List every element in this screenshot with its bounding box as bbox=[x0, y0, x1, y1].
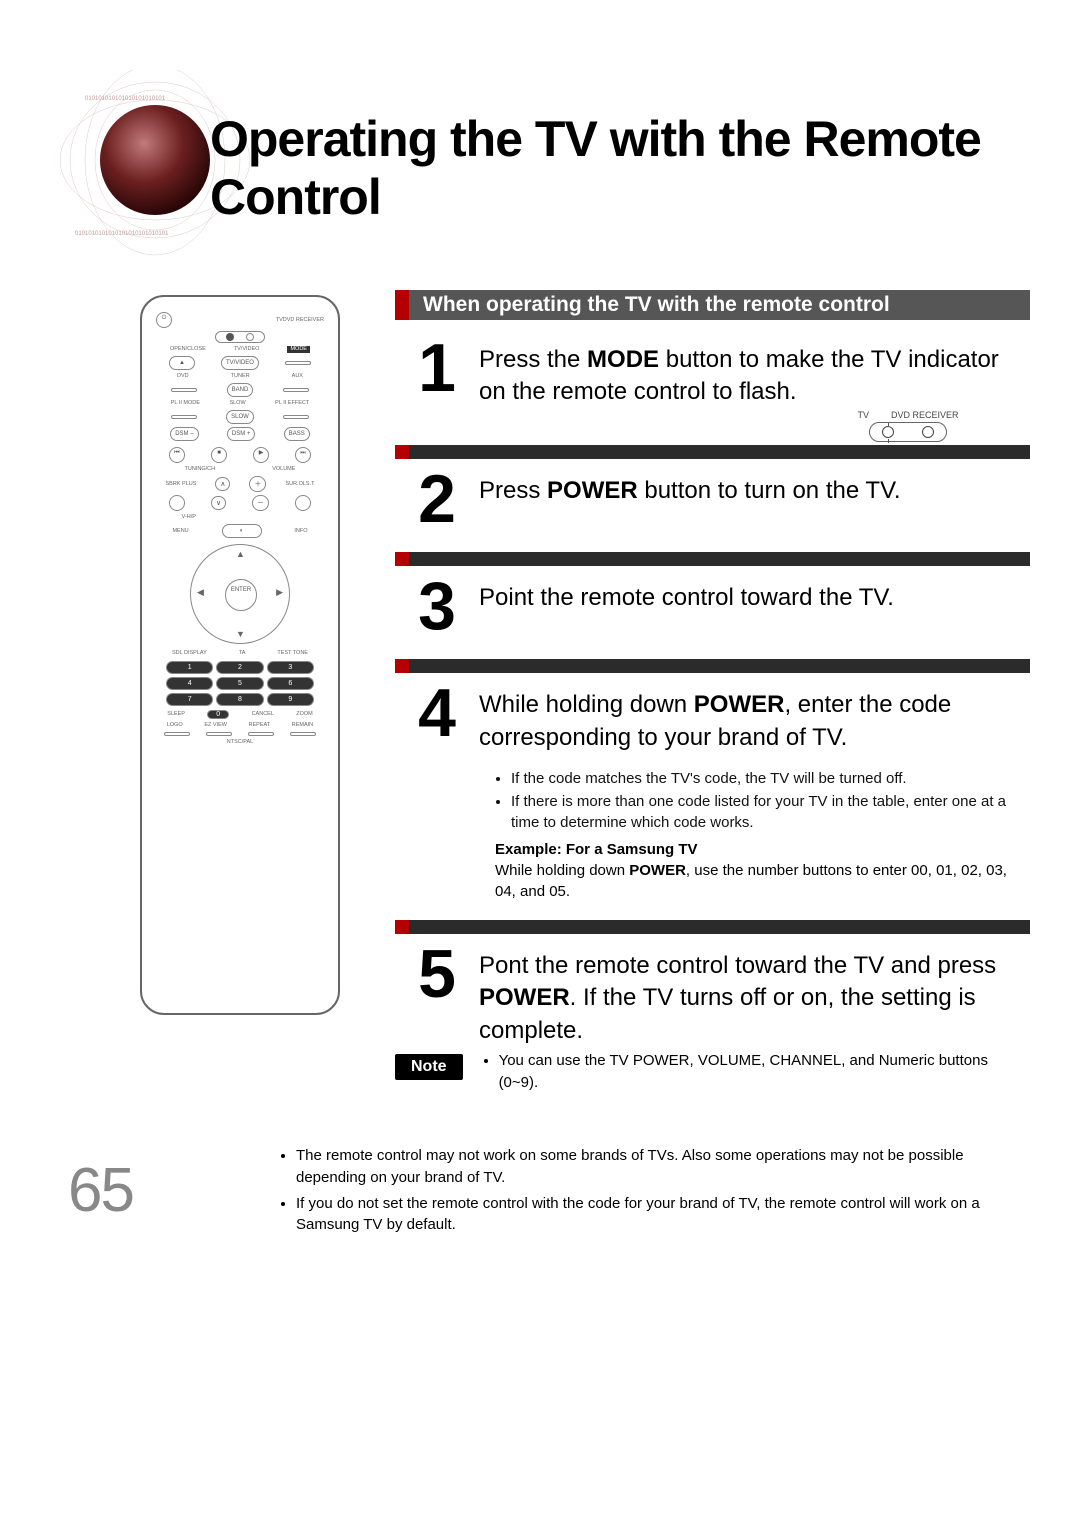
step-2: 2 Press POWER button to turn on the TV. bbox=[395, 445, 1030, 544]
led-indicator-diagram: TVDVD RECEIVER bbox=[848, 410, 968, 442]
binary-text: 010101010101010101010101 bbox=[85, 96, 166, 102]
step-4: 4 While holding down POWER, enter the co… bbox=[395, 659, 1030, 902]
section-subhead: When operating the TV with the remote co… bbox=[395, 290, 1030, 320]
footer-notes: The remote control may not work on some … bbox=[280, 1145, 1020, 1240]
subhead-text: When operating the TV with the remote co… bbox=[409, 290, 1030, 320]
example-label: Example: For a Samsung TV bbox=[495, 839, 1010, 860]
page-number: 65 bbox=[68, 1155, 133, 1226]
page-header: 010101010101010101010101 010101010101010… bbox=[0, 0, 1080, 270]
step-3: 3 Point the remote control toward the TV… bbox=[395, 552, 1030, 651]
svg-text:0101010101010101010101010101: 0101010101010101010101010101 bbox=[75, 231, 169, 237]
dvd-led-icon bbox=[922, 426, 934, 438]
step-text: Press the MODE button to make the TV ind… bbox=[479, 338, 1012, 409]
remote-illustration: ⏻ TV DVD RECEIVER OPEN/CLOSETV/VIDEOMODE… bbox=[140, 295, 340, 1015]
note-badge: Note bbox=[395, 1054, 463, 1080]
step-5: 5 Pont the remote control toward the TV … bbox=[395, 920, 1030, 1061]
nav-ring: ▲ ▼ ◀ ▶ ENTER bbox=[190, 544, 290, 644]
remote-numpad: 123 456 789 bbox=[166, 661, 314, 706]
page-title: Operating the TV with the Remote Control bbox=[210, 110, 1080, 226]
step-number: 1 bbox=[413, 338, 461, 409]
tv-led-icon bbox=[882, 426, 894, 438]
step-4-bullets: If the code matches the TV's code, the T… bbox=[495, 768, 1030, 833]
steps-column: When operating the TV with the remote co… bbox=[395, 290, 1030, 1061]
note-bullets: You can use the TV POWER, VOLUME, CHANNE… bbox=[483, 1050, 1030, 1096]
note-row: Note You can use the TV POWER, VOLUME, C… bbox=[395, 1050, 1030, 1096]
power-icon: ⏻ bbox=[156, 312, 172, 328]
